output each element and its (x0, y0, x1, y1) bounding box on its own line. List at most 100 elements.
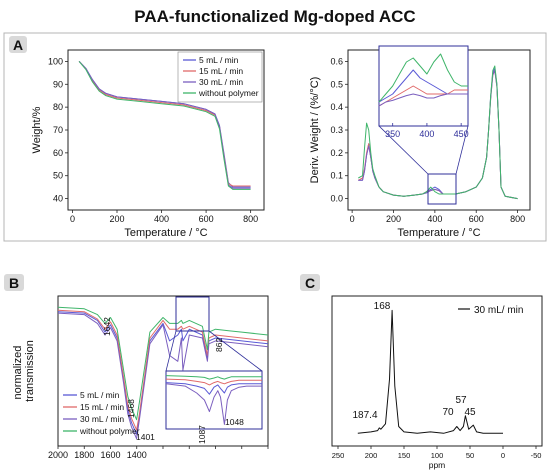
chart-b-inset-label-1087: 1087 (197, 425, 207, 444)
chart-b-legend-label-15ml: 15 mL / min (80, 402, 124, 412)
chart-c-x-tick-label-50: 50 (466, 451, 474, 460)
chart-b-series (57, 306, 269, 440)
chart-b-inset-series (165, 375, 262, 425)
chart-b-legend-label-30ml: 30 mL / min (80, 414, 124, 424)
legend-label-30ml: 30 mL / min (199, 77, 243, 87)
chart-a1-y-axis-label: Weight/% (31, 106, 43, 153)
chart-b-zoom-connector-right (208, 330, 263, 372)
chart-c-label-45: 45 (464, 407, 476, 418)
chart-b-legend-label-5ml: 5 mL / min (80, 390, 120, 400)
chart-a2-zoom-connector-left (378, 125, 429, 175)
chart-a2-y-tick-label-0.6: 0.6 (330, 56, 343, 66)
chart-c-x-tick-label-250: 250 (332, 451, 345, 460)
legend-label-no-polymer: without polymer (198, 88, 259, 98)
chart-c-x-tick-label-100: 100 (431, 451, 444, 460)
chart-a2-y-tick-label-0.4: 0.4 (330, 102, 343, 112)
chart-b-label-1468: 1468 (126, 399, 136, 418)
chart-b-ftir: 2000 1800 1600 1400 normalized transmission… (12, 295, 269, 460)
chart-b-inset-line-without-polymer (165, 375, 262, 380)
chart-b-y-axis-label: normalized transmission (12, 340, 36, 402)
chart-b-inset-label-1048: 1048 (225, 417, 244, 427)
chart-b-label-1642: 1642 (102, 317, 112, 336)
chart-a2-inset-series (378, 53, 468, 107)
chart-a2-y-tick-label-0.1: 0.1 (330, 171, 343, 181)
panel-a-letter: A (13, 37, 23, 53)
chart-a2-y-tick-label-0.3: 0.3 (330, 125, 343, 135)
chart-b-inset-line-5-ml-min (165, 382, 262, 395)
chart-a1-y-ticks: 40 50 60 70 80 90 100 (48, 56, 68, 204)
chart-a1-x-tick-label-600: 600 (199, 214, 214, 224)
chart-a1-y-tick-label-70: 70 (53, 125, 63, 135)
chart-a1-x-ticks: 0 200 400 600 800 (70, 210, 258, 224)
chart-a2-y-tick-label-0: 0.0 (330, 194, 343, 204)
chart-b-x-tick-label-2000: 2000 (48, 450, 68, 460)
panel-c-badge (300, 274, 320, 291)
chart-b-x-ticks: 2000 1800 1600 1400 (48, 446, 269, 460)
chart-a2-y-tick-label-0.2: 0.2 (330, 148, 343, 158)
chart-a2-inset-line-30-ml-min (378, 93, 468, 107)
chart-a2-inset-line-without-polymer (378, 53, 468, 103)
chart-b-x-tick-label-1400: 1400 (127, 450, 147, 460)
chart-a1-y-tick-label-90: 90 (53, 79, 63, 89)
chart-a2-inset-tick-label-350: 350 (385, 129, 400, 139)
chart-a2-zoom-connector-right (455, 125, 469, 175)
chart-b-zoom-connector-left (165, 330, 177, 372)
chart-c-x-tick-label-200: 200 (365, 451, 378, 460)
chart-a2-x-tick-label-800: 800 (510, 214, 525, 224)
panel-b-letter: B (9, 275, 19, 291)
panel-c-letter: C (305, 275, 315, 291)
chart-b-y-axis-label-line2: transmission (24, 340, 36, 402)
chart-a2-x-tick-label-400: 400 (427, 214, 442, 224)
chart-a2-y-ticks: 0.0 0.1 0.2 0.3 0.4 0.5 0.6 (330, 56, 348, 204)
chart-b-line-15-ml-min (57, 309, 269, 431)
chart-b-line-without-polymer (57, 306, 269, 421)
chart-a1-line-without-polymer (78, 61, 251, 190)
chart-a1-x-tick-label-200: 200 (109, 214, 124, 224)
chart-a1-tga: 40 50 60 70 80 90 100 0 200 400 600 800 Temperatur… (31, 49, 265, 239)
panel-a-frame (3, 32, 547, 242)
chart-a2-x-axis-label: Temperature / °C (397, 227, 480, 239)
legend-label-5ml: 5 mL / min (199, 55, 239, 65)
chart-b-label-862: 862 (214, 338, 224, 352)
chart-a2-series (358, 65, 518, 200)
chart-a1-y-tick-label-80: 80 (53, 102, 63, 112)
chart-c-label-70: 70 (442, 407, 454, 418)
chart-b-legend: 5 mL / min 15 mL / min 30 mL / min witho… (63, 390, 140, 436)
chart-b-inset-line-15-ml-min (165, 378, 262, 386)
chart-c-x-axis-label: ppm (429, 460, 446, 470)
chart-c-label-168: 168 (374, 301, 391, 312)
chart-c-plot-frame (331, 295, 543, 447)
chart-b-inset-line-30-ml-min (165, 383, 262, 425)
chart-a2-inset-x-ticks: 350 400 450 (385, 123, 469, 139)
chart-c-x-ticks: 250 200 150 100 50 0 -50 (332, 446, 542, 460)
chart-c-nmr: 250 200 150 100 50 0 -50 ppm 30 mL/ min 168 18… (331, 295, 543, 470)
chart-c-legend-label: 30 mL/ min (474, 305, 523, 316)
chart-b-x-tick-label-1800: 1800 (74, 450, 94, 460)
chart-a1-y-tick-label-60: 60 (53, 148, 63, 158)
chart-a1-y-tick-label-100: 100 (48, 56, 63, 66)
chart-a1-x-tick-label-0: 0 (70, 214, 75, 224)
chart-c-label-57: 57 (455, 395, 467, 406)
chart-a2-x-tick-label-200: 200 (386, 214, 401, 224)
chart-b-x-tick-label-1600: 1600 (100, 450, 120, 460)
chart-a1-x-tick-label-800: 800 (243, 214, 258, 224)
chart-a1-legend: 5 mL / min 15 mL / min 30 mL / min witho… (177, 51, 263, 103)
chart-b-y-axis-label-line1: normalized (12, 346, 24, 400)
chart-c-line-30-ml-min (357, 309, 503, 434)
chart-a2-line-without-polymer (358, 65, 518, 200)
chart-a1-series (78, 61, 251, 190)
chart-a2-dtg: 0.0 0.1 0.2 0.3 0.4 0.5 0.6 0 200 400 600 800 Temp… (309, 45, 531, 239)
chart-a2-y-axis-label: Deriv. Weight / (%/°C) (309, 77, 321, 184)
chart-b-line-30-ml-min (57, 312, 269, 440)
chart-a1-y-tick-label-50: 50 (53, 171, 63, 181)
chart-a2-x-tick-label-0: 0 (350, 214, 355, 224)
chart-a2-y-tick-label-0.5: 0.5 (330, 79, 343, 89)
chart-b-legend-label-no-polymer: without polymer (79, 426, 140, 436)
legend-label-15ml: 15 mL / min (199, 66, 243, 76)
panel-b-badge (4, 274, 24, 291)
chart-c-x-tick-label--50: -50 (531, 451, 542, 460)
chart-a2-x-tick-label-600: 600 (469, 214, 484, 224)
chart-a1-x-tick-label-400: 400 (154, 214, 169, 224)
chart-c-series (357, 309, 503, 434)
